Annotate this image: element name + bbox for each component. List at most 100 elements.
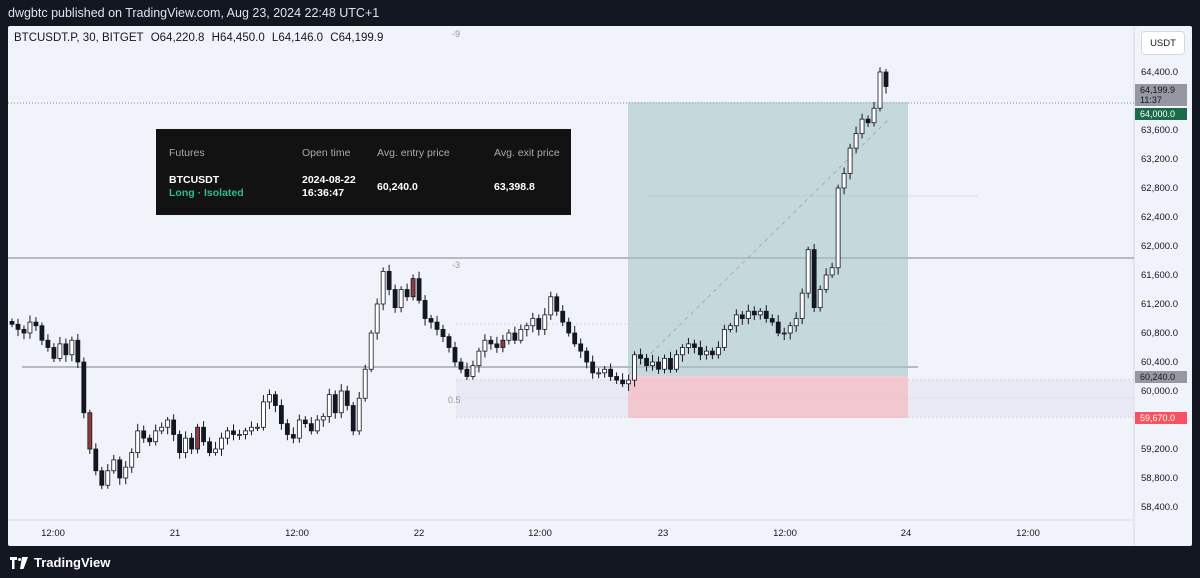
footer-bar: TradingView <box>0 546 1200 578</box>
candle-body <box>392 289 398 309</box>
header-exit: Avg. exit price <box>494 147 560 159</box>
candle-body <box>75 339 81 363</box>
candle-body <box>739 314 745 319</box>
candle-body <box>201 426 206 443</box>
tradingview-logo[interactable]: TradingView <box>10 555 110 570</box>
candle-body <box>608 368 614 377</box>
candle-body <box>632 354 637 381</box>
candle-body <box>302 419 308 425</box>
candle-body <box>847 147 853 174</box>
y-tick-label: 58,800.0 <box>1141 473 1178 484</box>
candle-body <box>177 434 183 454</box>
candle-body <box>272 394 278 406</box>
candle-body <box>368 332 374 370</box>
candle-body <box>320 415 326 421</box>
candle-body <box>590 361 596 374</box>
candle-body <box>434 321 440 330</box>
ohlc-open: O64,220.8 <box>150 32 205 44</box>
y-tick-label: 59,200.0 <box>1141 444 1178 455</box>
open-date: 2024-08-22 <box>302 174 356 186</box>
candle-body <box>51 347 57 359</box>
currency-unit-button[interactable]: USDT <box>1141 31 1185 55</box>
annotation-minus-nine: -9 <box>452 29 460 39</box>
candle-body <box>111 459 117 472</box>
ohlc-high: H64,450.0 <box>211 32 265 44</box>
y-tick-label: 63,200.0 <box>1141 154 1178 165</box>
candle-body <box>578 343 584 352</box>
candle-body <box>829 267 835 276</box>
candle-body <box>440 328 446 338</box>
candle-body <box>261 401 266 428</box>
candle-body <box>560 310 566 323</box>
candle-body <box>219 437 224 450</box>
candle-body <box>93 448 99 472</box>
candle-body <box>811 249 817 309</box>
candle-body <box>542 314 548 330</box>
candle-body <box>518 328 524 341</box>
candle-body <box>105 470 111 486</box>
price-tag-target <box>1135 108 1187 120</box>
position-card: Futures Open time Avg. entry price Avg. … <box>156 129 571 215</box>
candle-body <box>452 347 458 363</box>
candle-body <box>81 361 87 414</box>
candle-body <box>45 339 51 348</box>
candle-body <box>709 350 715 356</box>
candle-body <box>446 336 452 348</box>
candle-body <box>33 321 39 327</box>
candle-body <box>159 426 165 432</box>
candle-body <box>398 289 404 309</box>
candle-body <box>787 325 793 334</box>
candle-body <box>350 405 356 432</box>
x-tick-label: 12:00 <box>528 528 552 539</box>
candle-body <box>308 423 314 432</box>
candle-body <box>422 299 428 319</box>
candle-body <box>326 394 332 417</box>
candle-body <box>284 423 290 435</box>
candle-body <box>512 332 518 341</box>
candle-body <box>614 376 620 381</box>
candle-body <box>57 343 63 359</box>
candle-body <box>488 339 494 345</box>
candle-body <box>386 270 392 290</box>
candle-body <box>231 430 236 435</box>
candle-body <box>249 426 254 432</box>
candle-body <box>255 426 260 429</box>
candle-body <box>290 434 296 439</box>
candle-body <box>207 441 212 454</box>
candle-body <box>482 339 488 352</box>
y-tick-label: 61,200.0 <box>1141 299 1178 310</box>
candle-body <box>117 459 123 479</box>
chart-panel[interactable]: BTCUSDT.P, 30, BITGET O64,220.8 H64,450.… <box>8 26 1192 546</box>
candle-body <box>793 318 799 327</box>
candle-body <box>733 314 739 327</box>
header-open-time: Open time <box>302 147 351 159</box>
candle-body <box>775 321 781 334</box>
price-chart[interactable]: -9 -3 0.5 64,400.0 63,600.0 63,200.0 62,800.0 6… <box>8 26 1192 546</box>
candle-body <box>698 347 703 356</box>
candle-body <box>374 303 380 334</box>
loss-zone[interactable] <box>628 376 908 418</box>
candle-body <box>189 437 194 450</box>
candle-body <box>841 173 847 189</box>
candle-body <box>332 394 338 414</box>
candle-body <box>21 328 27 334</box>
candle-body <box>506 332 512 341</box>
candle-body <box>572 332 578 345</box>
price-tag-countdown: 11:37 <box>1140 95 1162 105</box>
candle-body <box>213 448 218 454</box>
candle-body <box>15 323 21 330</box>
candle-body <box>823 274 829 290</box>
candle-body <box>859 118 865 135</box>
candle-body <box>757 310 763 316</box>
candle-body <box>63 343 69 356</box>
candle-body <box>129 452 135 468</box>
candle-body <box>721 328 727 348</box>
symbol-name[interactable]: BTCUSDT.P, 30, BITGET <box>14 32 144 44</box>
y-tick-label: 58,400.0 <box>1141 502 1178 513</box>
candle-body <box>476 350 482 367</box>
candle-body <box>195 426 200 450</box>
candle-body <box>500 339 506 348</box>
candle-body <box>566 321 572 334</box>
candle-body <box>656 361 661 370</box>
publisher-text: dwgbtc published on TradingView.com, Aug… <box>8 6 380 20</box>
